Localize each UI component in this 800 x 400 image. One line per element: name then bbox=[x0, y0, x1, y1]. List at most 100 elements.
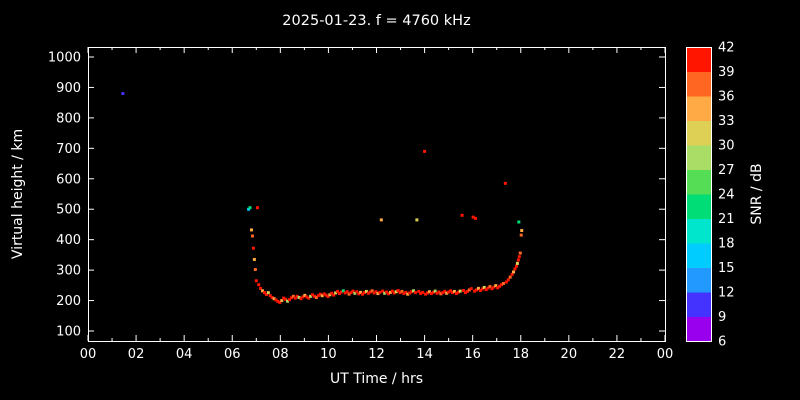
scatter-point bbox=[425, 291, 429, 295]
colorbar-segment bbox=[686, 145, 711, 170]
scatter-point bbox=[404, 290, 408, 294]
scatter-point bbox=[519, 233, 523, 237]
scatter-point bbox=[424, 292, 428, 296]
x-tick-label: 12 bbox=[368, 347, 385, 362]
scatter-point bbox=[353, 291, 357, 295]
scatter-point bbox=[370, 289, 374, 293]
scatter-point bbox=[413, 291, 417, 295]
colorbar-segment bbox=[686, 120, 711, 146]
scatter-point bbox=[449, 289, 453, 293]
scatter-point bbox=[250, 234, 254, 238]
y-tick-label: 400 bbox=[56, 233, 81, 248]
y-tick-label: 100 bbox=[56, 325, 81, 340]
scatter-point bbox=[286, 299, 290, 303]
scatter-point bbox=[410, 290, 414, 294]
scatter-point bbox=[488, 285, 492, 289]
scatter-point bbox=[121, 92, 125, 96]
x-tick-label: 14 bbox=[416, 347, 433, 362]
scatter-point bbox=[322, 292, 326, 296]
scatter-point bbox=[252, 257, 256, 261]
colorbar-tick-label: 9 bbox=[718, 310, 726, 325]
scatter-point bbox=[402, 292, 406, 296]
scatter-point bbox=[441, 291, 445, 295]
chart-title: 2025-01-23. f = 4760 kHz bbox=[282, 13, 471, 29]
scatter-point bbox=[295, 294, 299, 298]
scatter-point bbox=[372, 291, 376, 295]
scatter-point bbox=[398, 291, 402, 295]
scatter-point bbox=[320, 294, 324, 298]
scatter-point bbox=[462, 289, 466, 293]
colorbar-segment bbox=[686, 243, 711, 268]
scatter-point bbox=[351, 289, 355, 293]
scatter-point bbox=[278, 300, 282, 304]
scatter-point bbox=[504, 280, 508, 284]
y-tick-label: 700 bbox=[56, 142, 81, 157]
scatter-point bbox=[255, 206, 259, 210]
scatter-point bbox=[400, 289, 404, 293]
scatter-point bbox=[261, 289, 265, 293]
scatter-point bbox=[484, 288, 488, 292]
scatter-point bbox=[456, 290, 460, 294]
scatter-point bbox=[520, 229, 524, 233]
scatter-point bbox=[318, 292, 322, 296]
scatter-point bbox=[469, 287, 473, 291]
x-tick-label: 04 bbox=[176, 347, 193, 362]
scatter-point bbox=[421, 290, 425, 294]
scatter-point bbox=[368, 290, 372, 294]
scatter-point bbox=[311, 293, 315, 297]
colorbar-frame bbox=[686, 47, 712, 342]
scatter-point bbox=[381, 289, 385, 293]
scatter-point bbox=[293, 296, 297, 300]
scatter-point bbox=[349, 291, 353, 295]
colorbar-tick-label: 21 bbox=[718, 212, 735, 227]
scatter-point bbox=[463, 291, 467, 295]
scatter-point bbox=[376, 292, 380, 296]
scatter-point bbox=[282, 296, 286, 300]
scatter-point bbox=[324, 293, 328, 297]
colorbar-tick-label: 24 bbox=[718, 188, 735, 203]
scatter-point bbox=[460, 213, 464, 217]
scatter-point bbox=[316, 294, 320, 298]
scatter-point bbox=[515, 261, 519, 265]
scatter-point bbox=[334, 291, 338, 295]
x-tick-label: 10 bbox=[320, 347, 337, 362]
scatter-point bbox=[328, 293, 332, 297]
scatter-point bbox=[257, 283, 261, 287]
x-tick-label: 02 bbox=[128, 347, 145, 362]
scatter-point bbox=[272, 297, 276, 301]
scatter-point bbox=[301, 295, 305, 299]
scatter-point bbox=[494, 284, 498, 288]
scatter-point bbox=[452, 289, 456, 293]
scatter-point bbox=[512, 270, 516, 274]
scatter-point bbox=[388, 290, 392, 294]
scatter-point bbox=[253, 268, 257, 272]
scatter-point bbox=[478, 289, 482, 293]
scatter-point bbox=[254, 279, 258, 283]
scatter-point bbox=[514, 264, 518, 268]
scatter-point bbox=[379, 218, 383, 222]
scatter-point bbox=[262, 291, 266, 295]
colorbar-segment bbox=[686, 316, 711, 342]
colorbar-tick-label: 15 bbox=[718, 261, 735, 276]
colorbar-tick-label: 27 bbox=[718, 163, 735, 178]
scatter-point bbox=[330, 291, 334, 295]
scatter-point bbox=[364, 289, 368, 293]
scatter-point bbox=[345, 290, 349, 294]
scatter-point bbox=[443, 289, 447, 293]
x-tick-label: 18 bbox=[512, 347, 529, 362]
scatter-point bbox=[312, 294, 316, 298]
scatter-point bbox=[274, 298, 278, 302]
scatter-point bbox=[361, 292, 365, 296]
colorbar-tick-label: 39 bbox=[718, 65, 735, 80]
scatter-point bbox=[433, 289, 437, 293]
scatter-point bbox=[326, 295, 330, 299]
scatter-point bbox=[309, 294, 313, 298]
scatter-point bbox=[305, 295, 309, 299]
scatter-point bbox=[287, 298, 291, 302]
scatter-point bbox=[270, 296, 274, 300]
x-tick-label: 22 bbox=[609, 347, 626, 362]
x-tick-label: 08 bbox=[272, 347, 289, 362]
scatter-point bbox=[355, 290, 359, 294]
colorbar-segment bbox=[686, 218, 711, 244]
